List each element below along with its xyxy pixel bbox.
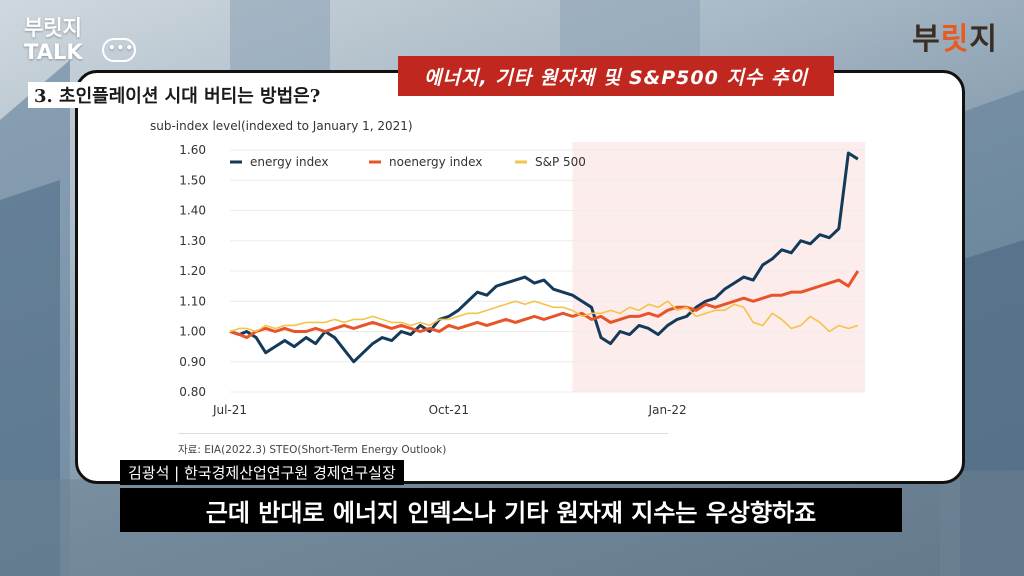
show-logo: 부릿지 TALK <box>24 16 136 64</box>
channel-logo-part-c: 지 <box>969 22 998 57</box>
source-note: 자료: EIA(2022.3) STEO(Short-Term Energy O… <box>178 444 447 456</box>
y-tick-label: 1.10 <box>179 294 206 308</box>
y-tick-label: 0.80 <box>179 385 206 399</box>
x-tick-label: Jan-22 <box>648 403 687 417</box>
x-tick-label: Jul-21 <box>212 403 247 417</box>
y-axis-label: sub-index level(indexed to January 1, 20… <box>150 119 413 133</box>
speaker-caption: 김광석 | 한국경제산업연구원 경제연구실장 <box>120 460 404 485</box>
y-tick-label: 1.40 <box>179 204 206 218</box>
y-tick-label: 1.60 <box>179 143 206 157</box>
line-chart: 1.60 1.50 1.40 1.30 1.20 1.10 1.00 0.90 0.80 Jul… <box>150 119 865 417</box>
channel-logo-part-b: 릿 <box>940 22 970 57</box>
subtitle-caption: 근데 반대로 에너지 인덱스나 기타 원자재 지수는 우상향하죠 <box>120 488 902 532</box>
section-title: 3. 초인플레이션 시대 버티는 방법은? <box>28 82 327 108</box>
show-logo-line2: TALK <box>24 40 83 64</box>
y-tick-label: 0.90 <box>179 355 206 369</box>
energy-index-line <box>229 151 859 364</box>
x-tick-label: Oct-21 <box>429 403 469 417</box>
speech-bubble-icon <box>102 36 136 62</box>
noenergy-index-line <box>229 270 860 340</box>
legend-label: energy index <box>250 155 328 169</box>
channel-logo: 부릿지 <box>912 14 998 58</box>
highlight-region <box>572 142 865 392</box>
y-tick-label: 1.20 <box>179 264 206 278</box>
show-logo-line1: 부릿지 <box>24 16 82 40</box>
legend-label: noenergy index <box>389 155 482 169</box>
legend-label: S&P 500 <box>535 155 586 169</box>
chart-banner-title: 에너지, 기타 원자재 및 S&P500 지수 추이 <box>398 56 834 96</box>
y-tick-label: 1.30 <box>179 234 206 248</box>
channel-logo-part-a: 부 <box>912 22 941 57</box>
sp500-line <box>229 300 859 333</box>
y-tick-label: 1.50 <box>179 173 206 187</box>
y-tick-label: 1.00 <box>179 325 206 339</box>
source-divider <box>178 433 668 434</box>
